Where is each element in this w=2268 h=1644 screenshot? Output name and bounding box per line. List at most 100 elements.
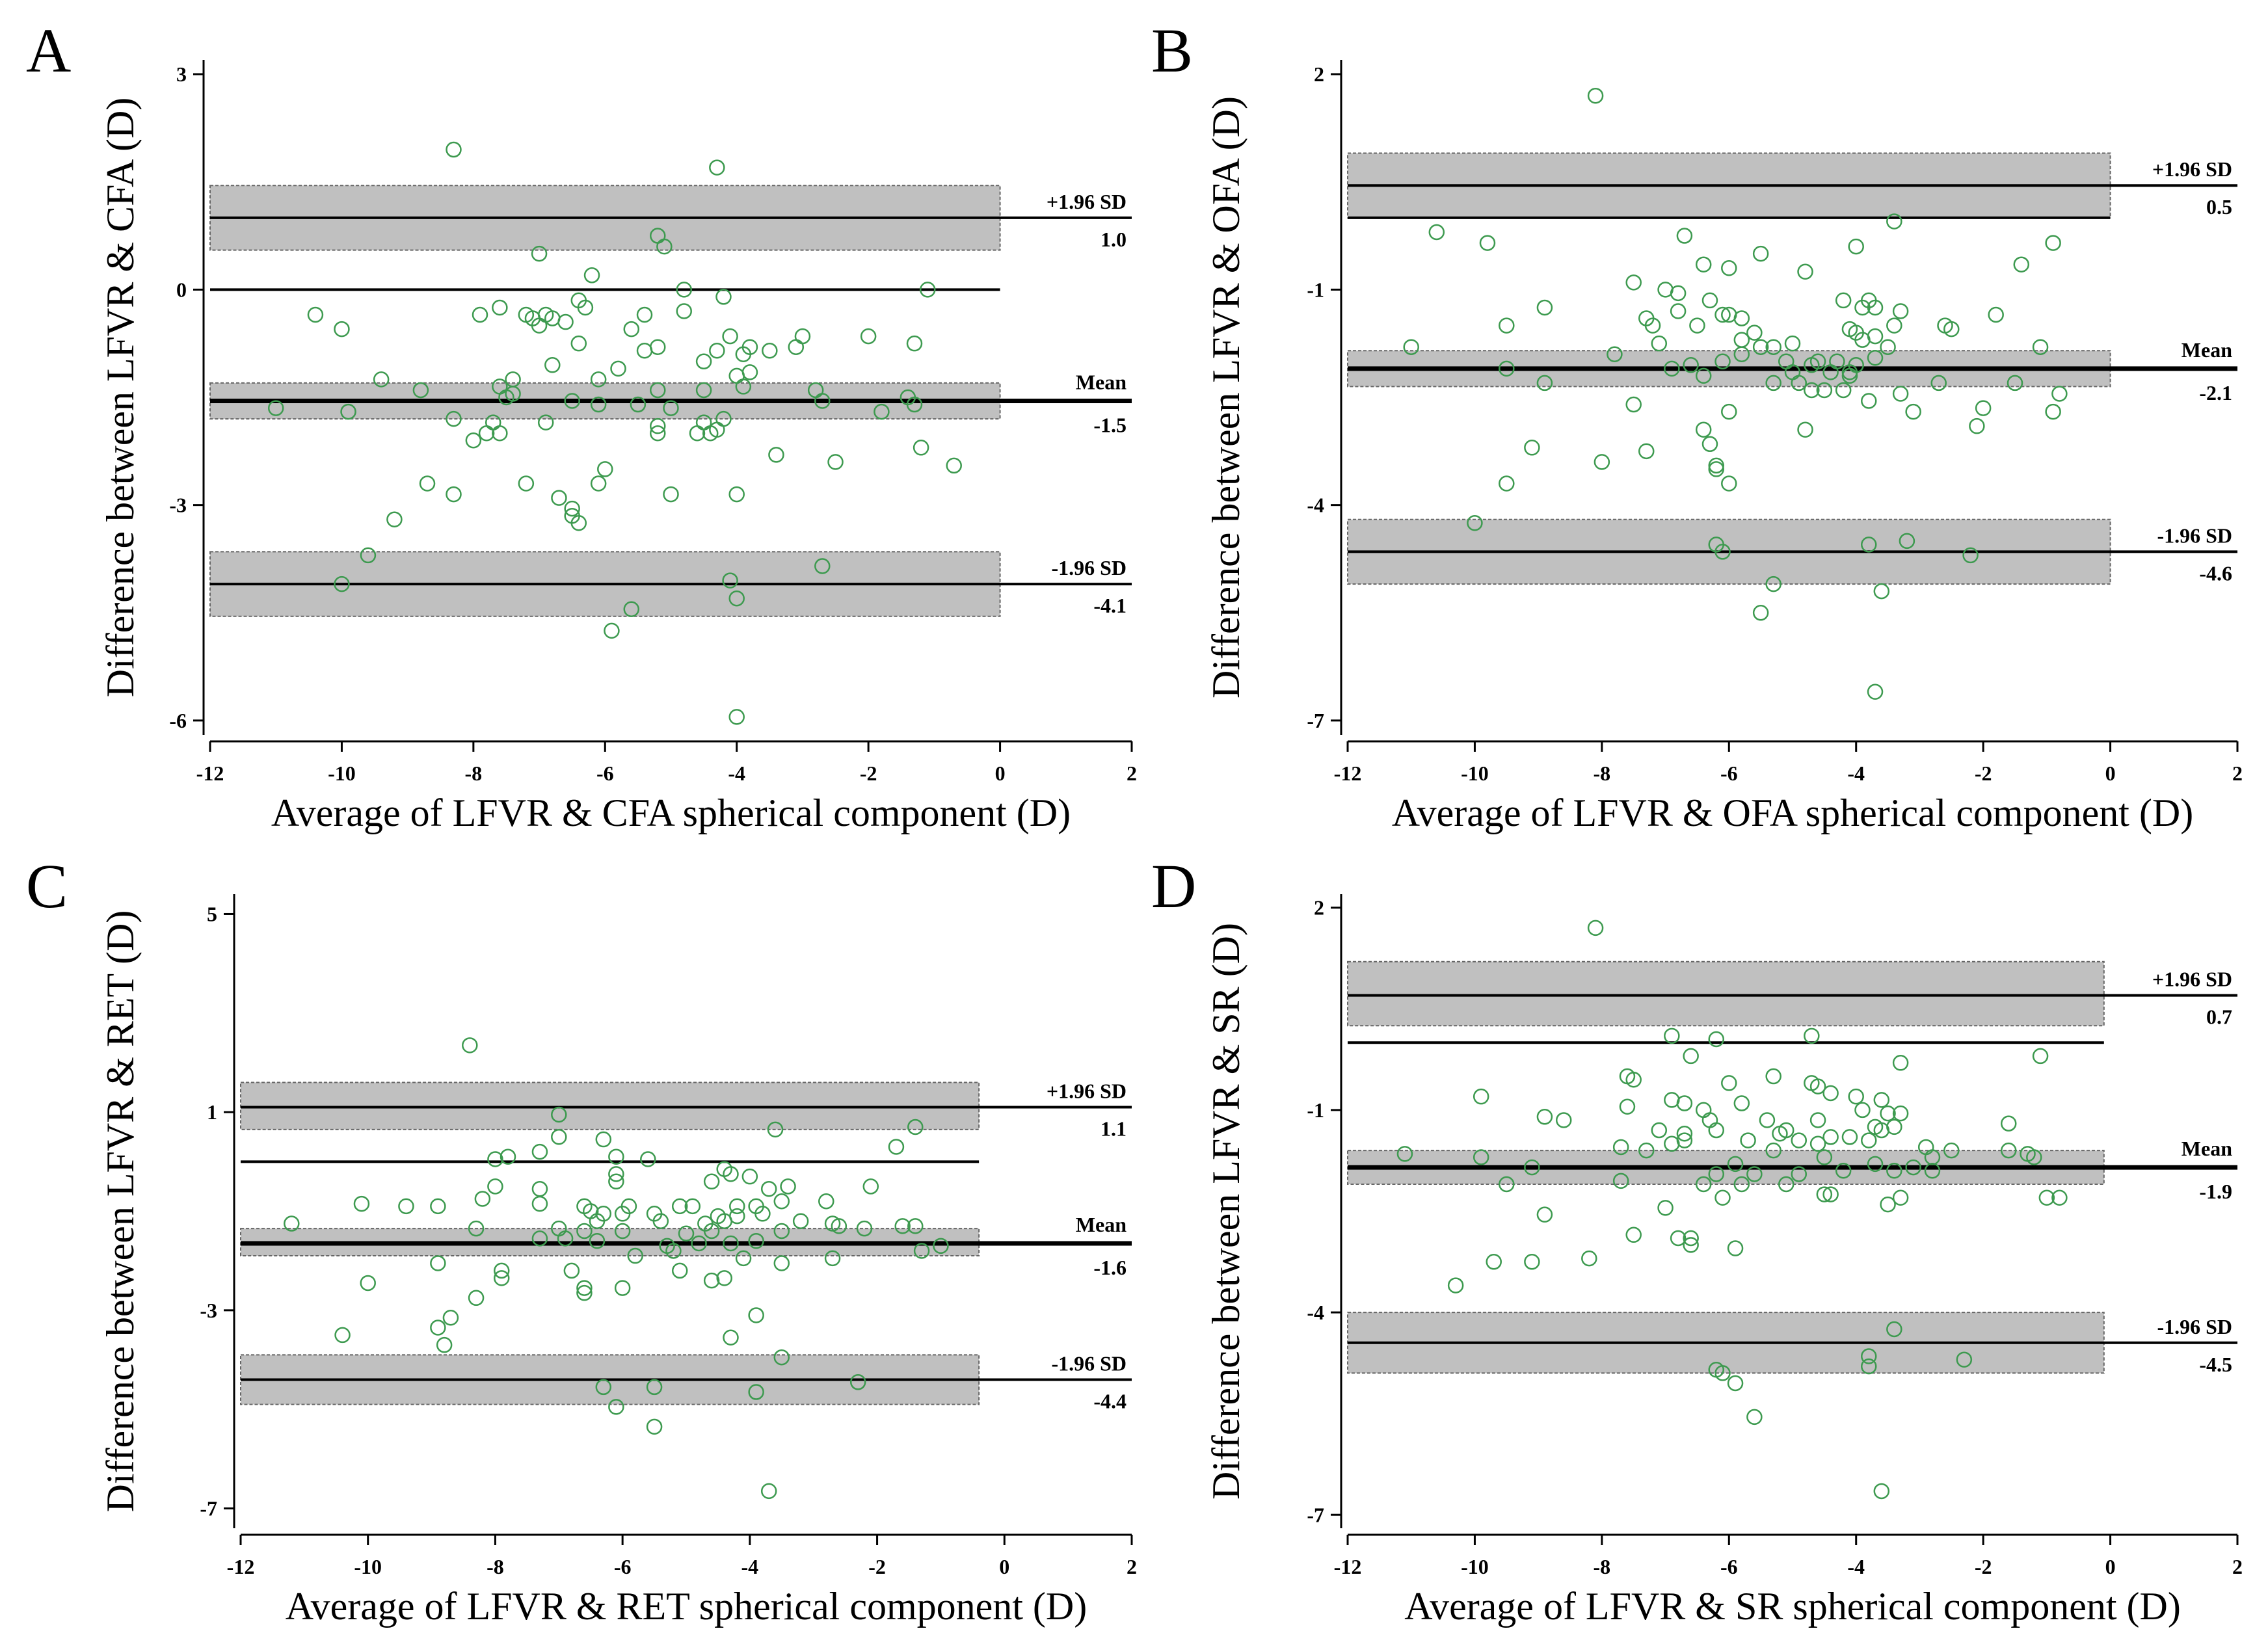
data-point — [1892, 1055, 1909, 1071]
data-point — [462, 1037, 478, 1054]
data-point — [1536, 1206, 1553, 1223]
data-point — [284, 1215, 300, 1232]
data-point — [703, 1173, 720, 1190]
data-point — [1867, 350, 1884, 366]
data-point — [1473, 1149, 1489, 1165]
data-point — [1625, 396, 1642, 413]
data-point — [1765, 375, 1781, 391]
data-point — [695, 382, 712, 399]
data-point — [604, 622, 620, 639]
data-point — [656, 238, 673, 255]
data-point — [563, 1262, 580, 1279]
data-point — [1524, 440, 1540, 456]
mean-label: Mean — [1076, 371, 1127, 394]
data-point — [1822, 1129, 1839, 1145]
data-point — [728, 590, 745, 607]
data-point — [695, 353, 712, 370]
data-point — [907, 1218, 924, 1234]
data-point — [1765, 339, 1781, 355]
x-tick-label: -12 — [227, 1555, 255, 1578]
data-point — [2032, 339, 2049, 355]
data-point — [430, 1255, 446, 1271]
data-point — [760, 1483, 777, 1500]
data-point — [2045, 403, 2061, 420]
x-tick-label: -10 — [354, 1555, 382, 1578]
x-axis-title: Average of LFVR & SR spherical component… — [1404, 1585, 2181, 1628]
x-tick-label: -4 — [1847, 1555, 1865, 1578]
data-point — [1752, 605, 1769, 621]
data-point — [2013, 256, 2030, 272]
data-point — [487, 1178, 503, 1195]
data-point — [888, 1139, 905, 1155]
data-point — [1727, 1375, 1744, 1392]
data-point — [1701, 436, 1718, 453]
data-point — [1752, 339, 1769, 355]
data-point — [919, 282, 936, 298]
y-tick-label: 2 — [1314, 896, 1324, 920]
data-point — [1581, 1250, 1597, 1267]
lower-limit-label: -1.96 SD — [2157, 524, 2232, 547]
data-point — [665, 1243, 682, 1259]
data-point — [1676, 1125, 1693, 1142]
data-point — [907, 1119, 924, 1135]
data-point — [1886, 1163, 1902, 1179]
x-tick-label: -2 — [1975, 762, 1992, 785]
data-point — [913, 1243, 930, 1259]
data-point — [1835, 382, 1852, 399]
x-tick-label: -6 — [1720, 762, 1738, 785]
data-point — [1447, 1277, 1464, 1293]
data-point — [1765, 576, 1781, 592]
data-point — [1657, 1200, 1674, 1216]
data-point — [1708, 1031, 1724, 1048]
upper-limit-label: +1.96 SD — [1047, 190, 1127, 213]
data-point — [1765, 1142, 1781, 1159]
data-point — [1892, 303, 1909, 319]
data-point — [472, 306, 488, 323]
mean-label: Mean — [2181, 338, 2232, 362]
lower-limit-value: -4.1 — [1093, 594, 1127, 617]
data-point — [1797, 421, 1813, 438]
data-point — [492, 299, 508, 316]
data-point — [1524, 1159, 1540, 1176]
panel-a: +1.96 SD 1.0 Mean -1.5 -1.96 SD -4.1 -12 -10 -8 -… — [26, 16, 1137, 834]
data-point — [1499, 1176, 1515, 1193]
y-axis-title: Difference between LFVR & CFA (D) — [99, 98, 142, 698]
data-point — [1746, 1409, 1763, 1425]
data-point — [773, 1349, 790, 1366]
data-point — [2026, 1149, 2042, 1165]
data-point — [590, 371, 607, 388]
data-point — [570, 335, 587, 352]
x-tick-label: 0 — [995, 762, 1006, 785]
data-point — [1536, 1109, 1553, 1125]
data-point — [676, 303, 692, 319]
data-point — [1791, 1132, 1808, 1148]
y-tick-label: 1 — [207, 1100, 217, 1124]
x-tick-label: -6 — [1720, 1555, 1738, 1578]
data-point — [386, 511, 403, 527]
x-axis-title: Average of LFVR & RET spherical componen… — [286, 1585, 1087, 1628]
data-point — [1721, 475, 1737, 492]
data-point — [1683, 1237, 1699, 1253]
data-point — [1612, 1173, 1629, 1189]
data-point — [360, 1275, 376, 1292]
data-point — [1670, 303, 1687, 319]
x-tick-label: -6 — [596, 762, 614, 785]
y-axis-title: Difference between LFVR & OFA (D) — [1205, 96, 1247, 698]
data-point — [1892, 1105, 1909, 1122]
data-point — [748, 1232, 764, 1249]
lower-limit-label: -1.96 SD — [2157, 1315, 2232, 1338]
data-point — [1708, 461, 1724, 477]
data-point — [722, 572, 738, 589]
data-point — [1638, 443, 1655, 460]
data-point — [1740, 1132, 1756, 1148]
x-tick-label: -8 — [1594, 762, 1611, 785]
x-tick-label: -4 — [741, 1555, 759, 1578]
data-point — [2032, 1048, 2049, 1065]
data-point — [1708, 1166, 1724, 1182]
data-point — [1867, 1156, 1884, 1173]
data-point — [1943, 1142, 1960, 1159]
x-tick-label: -10 — [1461, 762, 1489, 785]
data-point — [1841, 1129, 1858, 1145]
y-tick-label: -7 — [1307, 709, 1324, 732]
